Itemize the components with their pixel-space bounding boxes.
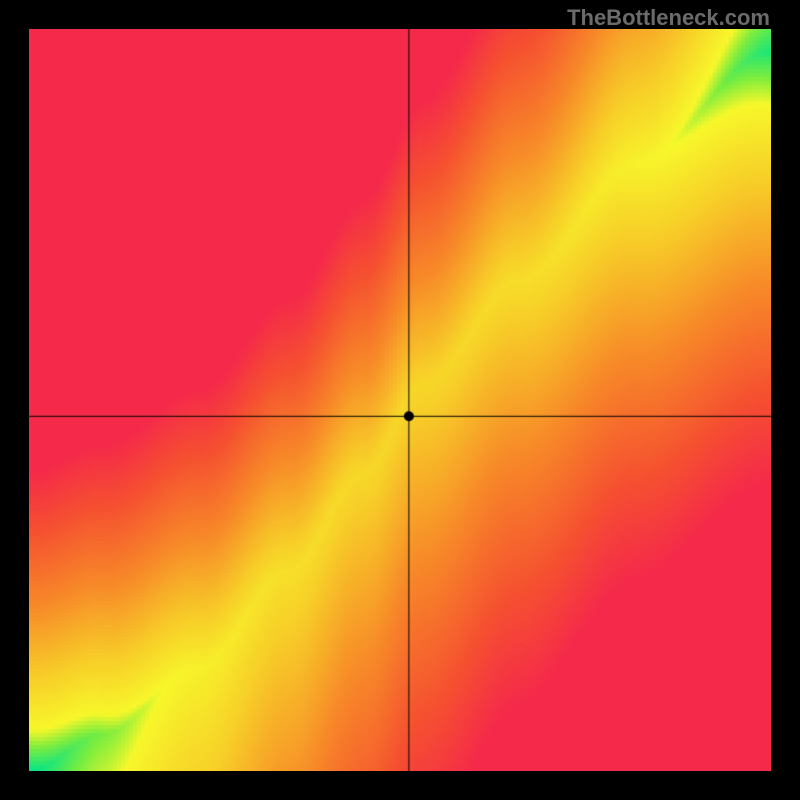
attribution-text: TheBottleneck.com <box>567 5 770 31</box>
chart-container: TheBottleneck.com <box>0 0 800 800</box>
bottleneck-heatmap <box>29 29 771 771</box>
